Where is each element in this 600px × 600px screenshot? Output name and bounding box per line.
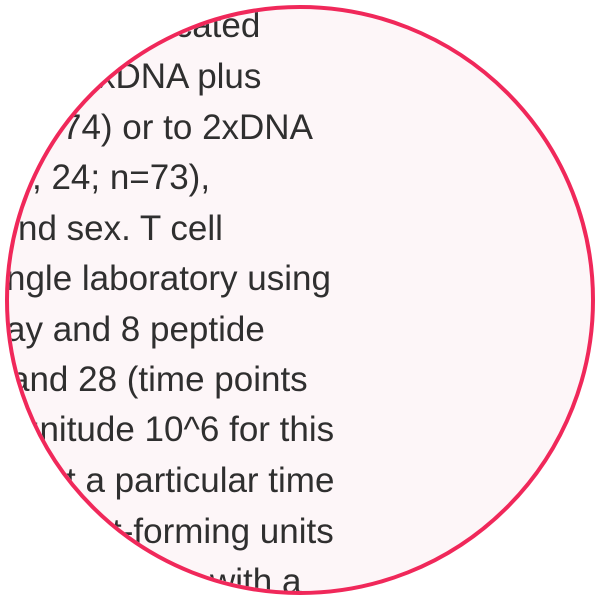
document-text-block: ndicated xDNA plus 74) or to 2xDNA , 24;… [9, 9, 591, 591]
text-line: xDNA plus [98, 57, 262, 96]
text-line: gnitude 10^6 for this [20, 410, 335, 449]
text-line: ngle laboratory using [9, 259, 331, 298]
text-line: with a [210, 562, 302, 591]
text-line: 74) or to 2xDNA [62, 108, 313, 147]
text-line: t a particular time [66, 461, 335, 500]
magnifier-lens: ndicated xDNA plus 74) or to 2xDNA , 24;… [9, 9, 591, 591]
text-line: , 24; n=73), [32, 158, 211, 197]
text-line: ay and 8 peptide [9, 310, 265, 349]
text-line: t-forming units [112, 512, 334, 551]
text-line: ndicated [128, 9, 261, 45]
text-line: nd sex. T cell [18, 209, 223, 248]
text-line: and 28 (time points [10, 360, 308, 399]
